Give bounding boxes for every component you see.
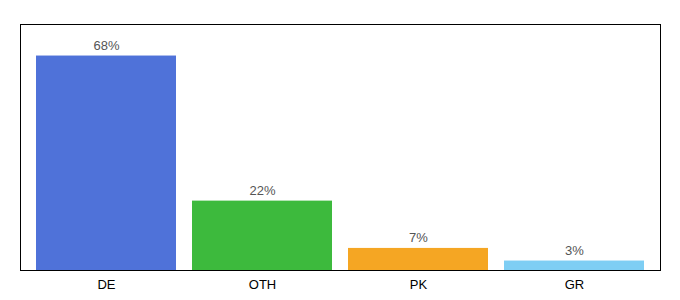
svg-text:OTH: OTH — [249, 277, 276, 292]
svg-text:22%: 22% — [249, 183, 275, 198]
svg-text:7%: 7% — [409, 230, 428, 245]
svg-text:68%: 68% — [93, 38, 119, 53]
svg-text:GR: GR — [565, 277, 585, 292]
svg-text:PK: PK — [410, 277, 428, 292]
svg-text:DE: DE — [97, 277, 115, 292]
svg-text:3%: 3% — [565, 243, 584, 258]
